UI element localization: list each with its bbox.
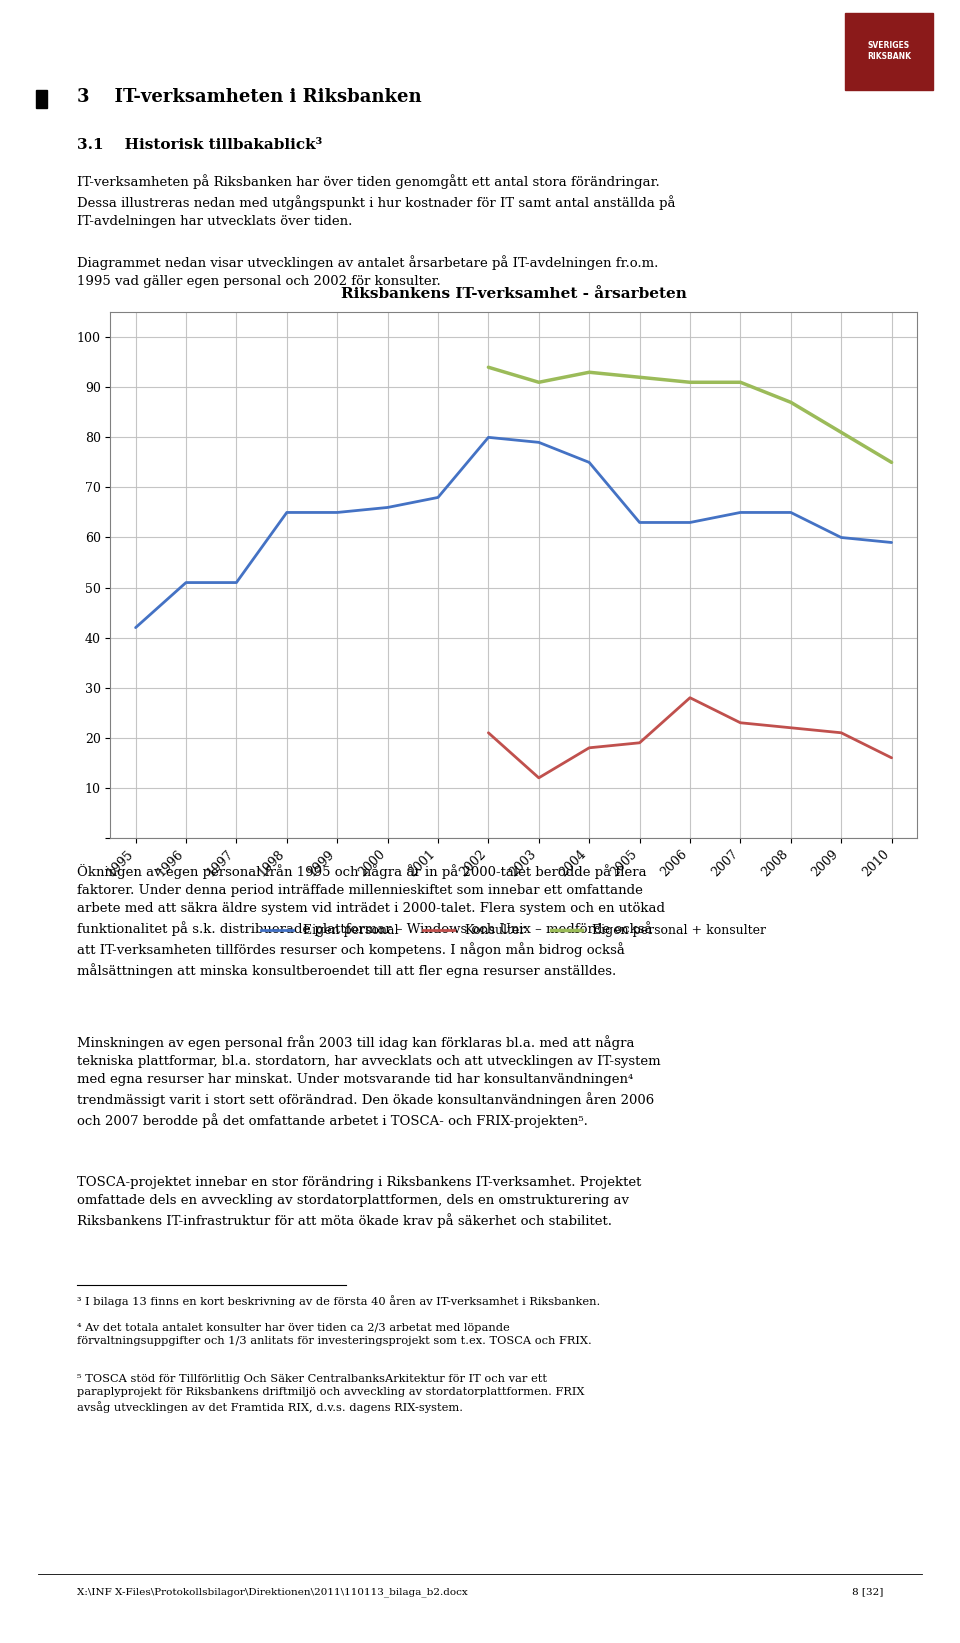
Bar — [845, 13, 933, 90]
Text: 3.1    Historisk tillbakablick³: 3.1 Historisk tillbakablick³ — [77, 138, 322, 153]
Text: 3    IT-verksamheten i Riksbanken: 3 IT-verksamheten i Riksbanken — [77, 89, 421, 105]
Title: Riksbankens IT-verksamhet - årsarbeten: Riksbankens IT-verksamhet - årsarbeten — [341, 288, 686, 301]
Text: X:\INF X-Files\Protokollsbilagor\Direktionen\2011\110113_bilaga_b2.docx: X:\INF X-Files\Protokollsbilagor\Direkti… — [77, 1587, 468, 1597]
Text: ⁴ Av det totala antalet konsulter har över tiden ca 2/3 arbetat med löpande
förv: ⁴ Av det totala antalet konsulter har öv… — [77, 1323, 591, 1346]
Text: Minskningen av egen personal från 2003 till idag kan förklaras bl.a. med att någ: Minskningen av egen personal från 2003 t… — [77, 1035, 660, 1127]
Text: ⁵ TOSCA stöd för Tillförlitlig Och Säker CentralbanksArkitektur för IT och var e: ⁵ TOSCA stöd för Tillförlitlig Och Säker… — [77, 1374, 585, 1413]
Text: TOSCA-projektet innebar en stor förändring i Riksbankens IT-verksamhet. Projekte: TOSCA-projektet innebar en stor förändri… — [77, 1176, 641, 1229]
Text: Ökningen av egen personal från 1995 och några år in på 2000-talet berodde på fle: Ökningen av egen personal från 1995 och … — [77, 864, 664, 978]
Text: SVERIGES
RIKSBANK: SVERIGES RIKSBANK — [867, 41, 911, 61]
Text: IT-verksamheten på Riksbanken har över tiden genomgått ett antal stora förändrin: IT-verksamheten på Riksbanken har över t… — [77, 174, 675, 228]
Text: ³ I bilaga 13 finns en kort beskrivning av de första 40 åren av IT-verksamhet i : ³ I bilaga 13 finns en kort beskrivning … — [77, 1295, 600, 1306]
Text: 8 [32]: 8 [32] — [852, 1587, 883, 1595]
Bar — [36, 90, 47, 108]
Text: Diagrammet nedan visar utvecklingen av antalet årsarbetare på IT-avdelningen fr.: Diagrammet nedan visar utvecklingen av a… — [77, 255, 659, 288]
Legend: Eigen personal, Konsulter, Eigen personal + konsulter: Eigen personal, Konsulter, Eigen persona… — [256, 918, 771, 941]
